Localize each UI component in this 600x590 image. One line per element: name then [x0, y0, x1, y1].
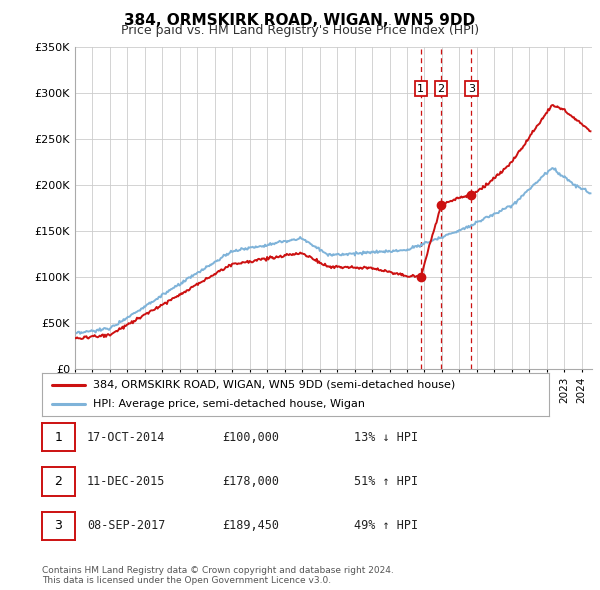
Text: 13% ↓ HPI: 13% ↓ HPI [354, 431, 418, 444]
Text: 1: 1 [417, 84, 424, 94]
Text: Contains HM Land Registry data © Crown copyright and database right 2024.
This d: Contains HM Land Registry data © Crown c… [42, 566, 394, 585]
Text: 08-SEP-2017: 08-SEP-2017 [87, 519, 166, 532]
Text: 384, ORMSKIRK ROAD, WIGAN, WN5 9DD (semi-detached house): 384, ORMSKIRK ROAD, WIGAN, WN5 9DD (semi… [93, 380, 455, 390]
Text: £178,000: £178,000 [222, 475, 279, 488]
Text: 51% ↑ HPI: 51% ↑ HPI [354, 475, 418, 488]
Text: 3: 3 [55, 519, 62, 532]
Text: 17-OCT-2014: 17-OCT-2014 [87, 431, 166, 444]
Text: 11-DEC-2015: 11-DEC-2015 [87, 475, 166, 488]
Text: 2: 2 [437, 84, 445, 94]
Text: 384, ORMSKIRK ROAD, WIGAN, WN5 9DD: 384, ORMSKIRK ROAD, WIGAN, WN5 9DD [124, 13, 476, 28]
Text: Price paid vs. HM Land Registry's House Price Index (HPI): Price paid vs. HM Land Registry's House … [121, 24, 479, 37]
Text: 49% ↑ HPI: 49% ↑ HPI [354, 519, 418, 532]
Text: 1: 1 [55, 431, 62, 444]
Text: £100,000: £100,000 [222, 431, 279, 444]
Text: HPI: Average price, semi-detached house, Wigan: HPI: Average price, semi-detached house,… [93, 399, 365, 409]
Text: £189,450: £189,450 [222, 519, 279, 532]
Text: 3: 3 [468, 84, 475, 94]
Text: 2: 2 [55, 475, 62, 488]
